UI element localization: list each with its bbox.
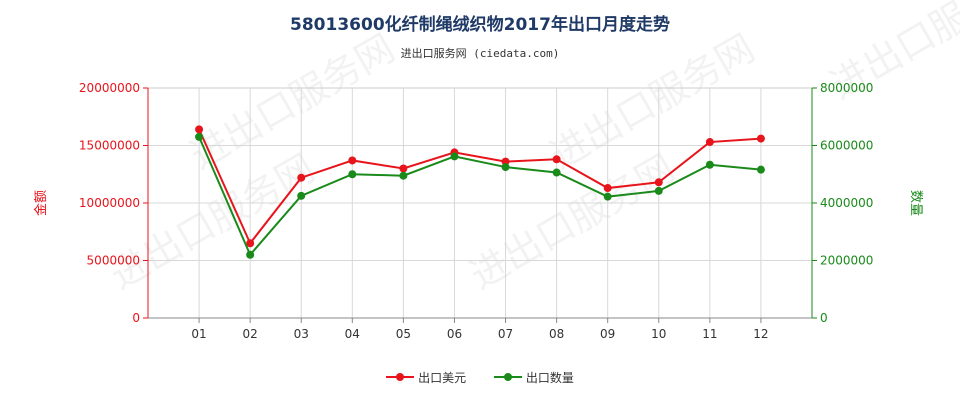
legend-swatch-export-qty [493, 373, 522, 381]
y-left-tick-label: 20000000 [79, 81, 140, 95]
x-tick-label: 03 [294, 327, 309, 341]
data-point-export-qty[interactable] [246, 250, 255, 259]
legend: 出口美元 出口数量 [0, 367, 960, 386]
y-left-tick-label: 15000000 [79, 139, 140, 153]
series-line-export-usd [198, 128, 761, 246]
series-layer [195, 125, 765, 259]
data-point-export-qty[interactable] [501, 163, 510, 172]
data-point-export-qty[interactable] [348, 170, 357, 179]
x-tick-label: 07 [498, 327, 513, 341]
data-point-export-usd[interactable] [297, 173, 306, 182]
x-tick-label: 10 [651, 327, 666, 341]
x-tick-label: 05 [396, 327, 411, 341]
x-tick-label: 06 [447, 327, 462, 341]
y-right-tick-label: 8000000 [820, 81, 873, 95]
x-tick-label: 01 [191, 327, 206, 341]
x-tick-label: 09 [600, 327, 615, 341]
chart-title: 58013600化纤制绳绒织物2017年出口月度走势 [290, 15, 670, 35]
data-point-export-qty[interactable] [399, 171, 408, 180]
legend-item-export-qty[interactable]: 出口数量 [493, 369, 574, 386]
y-right-tick-label: 0 [820, 311, 828, 325]
y-right-tick-label: 2000000 [820, 254, 873, 268]
data-point-export-usd[interactable] [603, 184, 612, 193]
y-left-axis-title: 金额 [33, 190, 49, 216]
data-point-export-usd[interactable] [399, 164, 408, 173]
y-right-axis-title: 数量 [908, 190, 923, 216]
data-point-export-usd[interactable] [246, 239, 255, 248]
data-point-export-qty[interactable] [654, 186, 663, 195]
data-point-export-usd[interactable] [552, 155, 561, 164]
y-left-tick-label: 5000000 [87, 254, 140, 268]
data-point-export-qty[interactable] [603, 192, 612, 201]
data-point-export-usd[interactable] [756, 134, 765, 143]
axes-layer: 0 5000000 10000000 15000000 20000000 0 2000000… [33, 81, 923, 341]
x-tick-label: 11 [702, 327, 717, 341]
y-left-tick-label: 10000000 [79, 196, 140, 210]
legend-swatch-export-usd [386, 373, 415, 381]
data-point-export-qty[interactable] [195, 132, 204, 141]
data-point-export-qty[interactable] [756, 165, 765, 174]
data-point-export-usd[interactable] [654, 178, 663, 187]
data-point-export-qty[interactable] [297, 191, 306, 200]
x-tick-label: 08 [549, 327, 564, 341]
x-tick-label: 02 [243, 327, 258, 341]
data-point-export-usd[interactable] [348, 156, 357, 165]
x-tick-label: 12 [753, 327, 768, 341]
data-point-export-qty[interactable] [450, 152, 459, 161]
data-point-export-qty[interactable] [552, 168, 561, 177]
y-right-tick-label: 4000000 [820, 196, 873, 210]
series-line-export-qty [198, 136, 762, 257]
y-left-tick-label: 0 [132, 311, 140, 325]
chart-subtitle: 进出口服务网 (ciedata.com) [400, 47, 560, 60]
data-point-export-usd[interactable] [705, 138, 714, 147]
x-tick-label: 04 [345, 327, 360, 341]
legend-label-export-qty: 出口数量 [525, 370, 574, 385]
legend-label-export-usd: 出口美元 [418, 370, 467, 385]
legend-item-export-usd[interactable]: 出口美元 [386, 369, 466, 386]
data-point-export-qty[interactable] [705, 160, 714, 169]
data-point-export-usd[interactable] [195, 125, 204, 134]
y-right-tick-label: 6000000 [820, 139, 873, 153]
